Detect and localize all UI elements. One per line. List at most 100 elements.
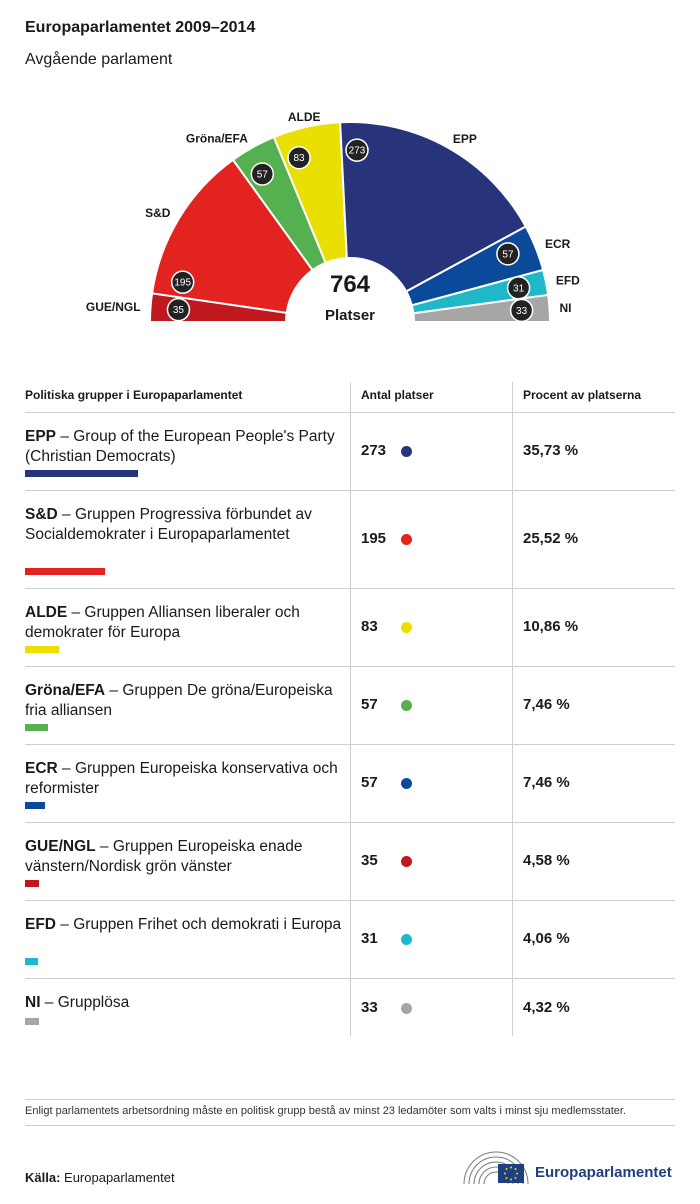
group-full-name: – Gruppen Frihet och demokrati i Europa [56,916,342,933]
segment-label: GUE/NGL [86,300,141,314]
seat-count: 195 [361,530,387,547]
table-row: GUE/NGL – Gruppen Europeiska enade vänst… [25,823,675,901]
seat-count: 57 [361,696,378,713]
column-divider [512,382,513,1036]
seat-count: 83 [361,618,378,635]
seat-percent: 10,86 % [523,618,579,635]
group-color-bar [25,724,48,731]
segment-label: ECR [545,237,571,251]
group-abbr: S&D [25,506,58,523]
group-color-bar [25,568,105,575]
seat-badge-value: 273 [349,146,366,157]
source-value: Europaparlamentet [64,1170,175,1185]
segment-label: NI [560,301,572,315]
logo-text: Europaparlamentet [535,1164,672,1181]
segment-label: EFD [556,273,580,287]
group-abbr: Gröna/EFA [25,682,106,699]
header-seats: Antal platser [361,388,434,402]
group-name: Gröna/EFA – Gruppen De gröna/Europeiska … [25,681,343,721]
seat-percent: 4,32 % [523,999,570,1016]
header-groups: Politiska grupper i Europaparlamentet [25,388,243,402]
group-full-name: – Gruppen De gröna/Europeiska fria allia… [25,682,333,719]
total-seats: 764 [330,271,371,298]
group-name: EFD – Gruppen Frihet och demokrati i Eur… [25,915,343,935]
group-color-bar [25,1018,39,1025]
seat-badge [509,298,534,323]
group-name: S&D – Gruppen Progressiva förbundet av S… [25,505,343,545]
segment-label: S&D [145,206,171,220]
seat-badge [250,162,275,186]
seat-badge [166,297,191,322]
seat-percent: 4,06 % [523,930,570,947]
seat-percent: 7,46 % [523,696,570,713]
group-full-name: – Gruppen Europeiska konservativa och re… [25,760,338,797]
group-color-dot [401,778,412,789]
seat-count: 31 [361,930,378,947]
table-row: ALDE – Gruppen Alliansen liberaler och d… [25,589,675,667]
table-row: NI – Grupplösa 33 4,32 % [25,979,675,1039]
group-color-dot [401,700,412,711]
footnote: Enligt parlamentets arbetsordning måste … [25,1099,675,1126]
table-row: EPP – Group of the European People's Par… [25,413,675,491]
table-row: Gröna/EFA – Gruppen De gröna/Europeiska … [25,667,675,745]
seat-badge-value: 195 [174,278,191,289]
group-color-bar [25,958,38,965]
column-divider [350,382,351,1036]
hemicycle-segment [339,121,528,293]
table-row: ECR – Gruppen Europeiska konservativa oc… [25,745,675,823]
group-full-name: – Group of the European People's Party (… [25,428,335,465]
seat-badge-value: 57 [257,170,269,181]
group-abbr: EPP [25,428,57,445]
group-color-dot [401,1003,412,1014]
seat-percent: 4,58 % [523,852,570,869]
group-color-dot [401,622,412,633]
group-abbr: NI [25,994,41,1011]
group-name: ALDE – Gruppen Alliansen liberaler och d… [25,603,343,643]
seat-count: 57 [361,774,378,791]
group-full-name: – Grupplösa [40,994,130,1011]
seat-badge-value: 83 [294,153,306,164]
group-color-dot [401,446,412,457]
european-parliament-logo-icon [463,1151,529,1185]
header-percent: Procent av platserna [523,388,642,402]
groups-table: Politiska grupper i Europaparlamentet An… [25,382,675,1039]
seat-badge [170,270,195,294]
group-abbr: ECR [25,760,58,777]
hemicycle-chart: 35 GUE/NGL 195 S&D 57 Gröna/EFA 83 ALDE 273 EPP 57… [86,110,580,324]
group-name: GUE/NGL – Gruppen Europeiska enade vänst… [25,837,343,877]
segment-label: Gröna/EFA [186,132,248,146]
group-color-bar [25,802,45,809]
group-color-dot [401,856,412,867]
table-body: EPP – Group of the European People's Par… [25,413,675,1039]
table-header: Politiska grupper i Europaparlamentet An… [25,382,675,413]
segment-label: EPP [453,132,477,146]
group-abbr: GUE/NGL [25,838,96,855]
seat-count: 33 [361,999,378,1016]
group-abbr: EFD [25,916,56,933]
chart-subtitle: Avgående parlament [25,51,173,68]
total-seats-label: Platser [325,307,375,324]
group-color-bar [25,880,39,887]
seat-badge-value: 35 [173,305,185,316]
group-color-bar [25,646,59,653]
chart-title: Europaparlamentet 2009–2014 [25,19,256,36]
group-name: ECR – Gruppen Europeiska konservativa oc… [25,759,343,799]
seat-badge [287,145,311,170]
group-full-name: – Gruppen Progressiva förbundet av Socia… [25,506,312,543]
group-name: NI – Grupplösa [25,993,343,1013]
table-row: S&D – Gruppen Progressiva förbundet av S… [25,491,675,589]
group-color-dot [401,934,412,945]
seat-percent: 35,73 % [523,442,579,459]
group-color-dot [401,534,412,545]
seat-count: 273 [361,442,387,459]
seat-badge-value: 33 [516,306,528,317]
seat-badge-value: 31 [513,283,525,294]
seat-percent: 25,52 % [523,530,579,547]
seat-badge-value: 57 [502,249,514,260]
table-row: EFD – Gruppen Frihet och demokrati i Eur… [25,901,675,979]
group-full-name: – Gruppen Alliansen liberaler och demokr… [25,604,300,641]
seat-badge [345,138,369,162]
group-full-name: – Gruppen Europeiska enade vänstern/Nord… [25,838,303,875]
seat-percent: 7,46 % [523,774,570,791]
source-label: Källa: [25,1170,61,1185]
